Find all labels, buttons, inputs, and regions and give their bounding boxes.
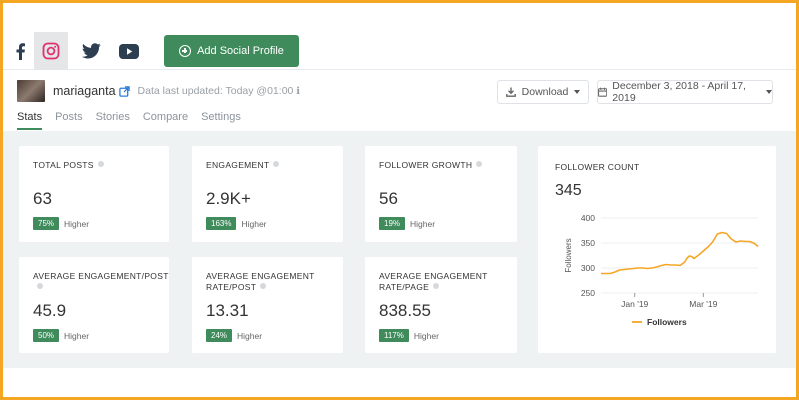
stat-percent-badge: 163% [206, 217, 237, 230]
stat-card-follower-growth: FOLLOWER GROWTH 56 19% Higher [365, 146, 517, 242]
stat-comparison: 163% Higher [206, 217, 267, 230]
follower-count-label: FOLLOWER COUNT [555, 162, 640, 172]
stat-comparison: 24% Higher [206, 329, 262, 342]
stat-label: AVERAGE ENGAGEMENT/POST [33, 271, 169, 293]
stat-compare-text: Higher [64, 330, 90, 341]
stat-label-text: AVERAGE ENGAGEMENT [379, 271, 488, 281]
stat-label-text: ENGAGEMENT [206, 160, 270, 170]
download-label: Download [521, 86, 569, 98]
calendar-icon [598, 87, 608, 97]
plus-circle-icon [179, 45, 192, 57]
legend-label: Followers [647, 317, 687, 327]
stat-label-text: AVERAGE ENGAGEMENT [206, 271, 315, 281]
profile-username[interactable]: mariaganta [53, 84, 116, 98]
tab-stories[interactable]: Stories [95, 111, 130, 123]
stat-comparison: 117% Higher [379, 329, 439, 342]
y-tick-label: 250 [581, 288, 595, 298]
y-tick-label: 350 [581, 238, 595, 248]
stat-card-avg-engagement-post: AVERAGE ENGAGEMENT/POST 45.9 50% Higher [19, 257, 169, 353]
stat-label-text: AVERAGE ENGAGEMENT/POST [33, 271, 169, 281]
info-icon[interactable] [433, 283, 440, 289]
stat-compare-text: Higher [241, 218, 267, 229]
y-tick-label: 400 [581, 213, 595, 223]
twitter-tab[interactable] [74, 32, 108, 70]
chevron-down-icon [766, 90, 772, 94]
date-range-value: December 3, 2018 - April 17, 2019 [612, 80, 746, 104]
stat-comparison: 19% Higher [379, 217, 435, 230]
profile-header: mariaganta Data last updated: Today @01:… [17, 80, 300, 102]
x-tick-label: Jan '19 [621, 299, 648, 309]
stat-card-avg-engagement-rate-page: AVERAGE ENGAGEMENT RATE/PAGE 838.55 117% H… [365, 257, 517, 353]
stat-compare-text: Higher [410, 218, 436, 229]
youtube-icon [119, 43, 139, 59]
instagram-tab[interactable] [34, 32, 68, 70]
follower-count-card: FOLLOWER COUNT 345 250 300 350 400 Followers… [538, 146, 776, 353]
stat-compare-text: Higher [413, 330, 439, 341]
stat-compare-text: Higher [64, 218, 90, 229]
stat-label-text-line2: RATE/PAGE [379, 282, 430, 292]
info-icon[interactable] [260, 283, 267, 289]
last-updated-label: Data last updated: Today @01:00 [137, 85, 294, 97]
info-icon[interactable] [37, 283, 43, 289]
info-icon[interactable] [476, 161, 483, 167]
chevron-down-icon [574, 90, 581, 94]
follower-count-value: 345 [555, 182, 582, 199]
stat-card-total-posts: TOTAL POSTS 63 75% Higher [19, 146, 169, 242]
stat-comparison: 50% Higher [33, 329, 89, 342]
stat-percent-badge: 117% [379, 329, 409, 342]
instagram-icon [42, 42, 60, 60]
tab-posts[interactable]: Posts [55, 111, 83, 123]
stat-compare-text: Higher [237, 330, 263, 341]
stat-percent-badge: 24% [206, 329, 233, 342]
stat-value: 838.55 [379, 301, 431, 320]
bottom-area [3, 368, 796, 397]
stat-value: 2.9K+ [206, 189, 251, 208]
date-range-picker[interactable]: December 3, 2018 - April 17, 2019 [597, 80, 773, 104]
stat-value: 56 [379, 189, 398, 208]
info-icon[interactable] [273, 161, 280, 167]
info-icon[interactable] [97, 161, 104, 167]
stat-value: 45.9 [33, 301, 67, 320]
stat-percent-badge: 75% [33, 217, 60, 230]
avatar[interactable] [17, 80, 45, 102]
y-tick-label: 300 [581, 263, 595, 273]
stat-label-text: FOLLOWER GROWTH [379, 160, 473, 170]
stat-label-text-line2: RATE/POST [206, 282, 257, 292]
info-icon[interactable]: ℹ [296, 86, 301, 97]
stat-comparison: 75% Higher [33, 217, 89, 230]
tab-settings[interactable]: Settings [201, 111, 241, 123]
y-axis-label: Followers [564, 238, 573, 272]
facebook-tab[interactable] [4, 32, 38, 70]
download-icon [505, 87, 516, 97]
last-updated-text: Data last updated: Today @01:00 ℹ [138, 85, 301, 97]
stat-label-text: TOTAL POSTS [33, 160, 94, 170]
stat-value: 63 [33, 189, 52, 208]
stats-content: TOTAL POSTS 63 75% Higher ENGAGEMENT 2.9K… [3, 131, 796, 368]
add-social-profile-button[interactable]: Add Social Profile [164, 35, 299, 67]
stat-label: AVERAGE ENGAGEMENT RATE/POST [206, 271, 315, 293]
stat-card-engagement: ENGAGEMENT 2.9K+ 163% Higher [192, 146, 343, 242]
twitter-icon [81, 43, 101, 59]
stat-label: AVERAGE ENGAGEMENT RATE/PAGE [379, 271, 488, 293]
profile-tabs: Stats Posts Stories Compare Settings [17, 111, 241, 130]
download-dropdown[interactable]: Download [497, 80, 589, 104]
x-tick-label: Mar '19 [689, 299, 717, 309]
stat-label: TOTAL POSTS [33, 160, 104, 171]
tab-compare[interactable]: Compare [142, 111, 189, 123]
stat-label: ENGAGEMENT [206, 160, 280, 171]
stat-value: 13.31 [206, 301, 249, 320]
stat-label: FOLLOWER GROWTH [379, 160, 483, 171]
stat-percent-badge: 50% [33, 329, 60, 342]
stat-card-avg-engagement-rate-post: AVERAGE ENGAGEMENT RATE/POST 13.31 24% Hig… [192, 257, 343, 353]
network-bar: Add Social Profile [3, 3, 796, 70]
external-link-icon[interactable] [118, 85, 130, 97]
facebook-icon [16, 43, 25, 60]
tab-stats[interactable]: Stats [17, 111, 43, 130]
youtube-tab[interactable] [112, 32, 146, 70]
add-social-profile-label: Add Social Profile [197, 45, 284, 57]
followers-series-line [601, 231, 759, 275]
stat-percent-badge: 19% [379, 217, 406, 230]
